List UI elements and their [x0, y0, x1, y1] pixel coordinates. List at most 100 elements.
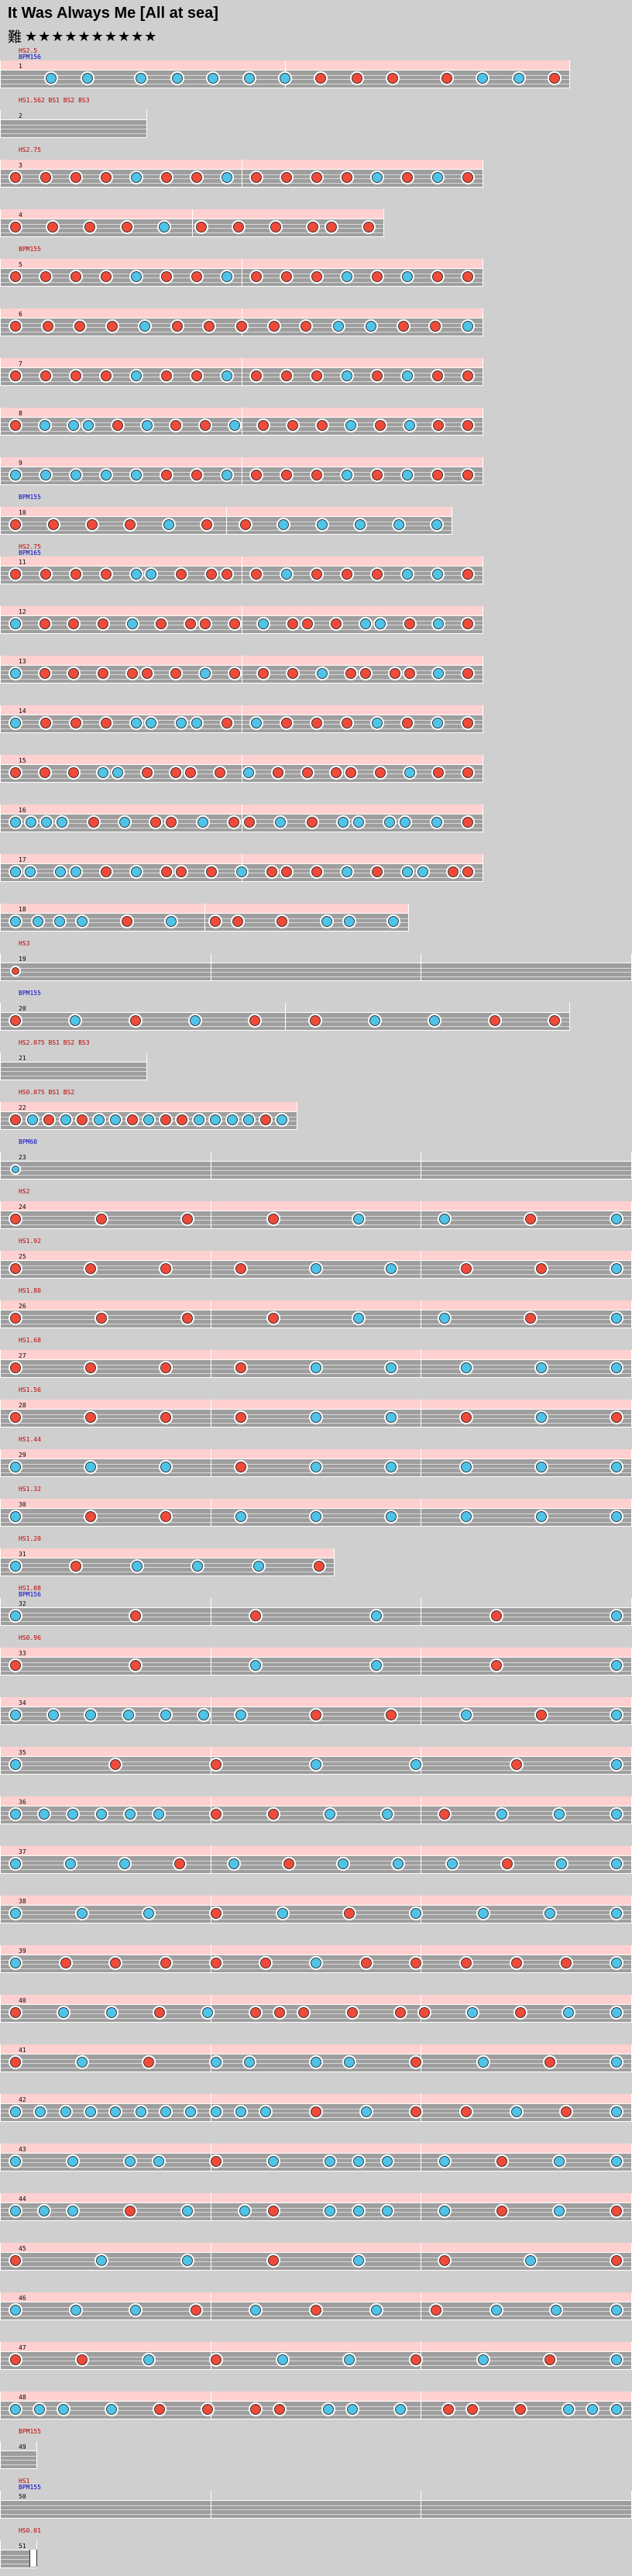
don-note	[340, 170, 355, 184]
ka-note	[402, 418, 417, 432]
bar-number: 3	[19, 162, 22, 169]
ka-note	[438, 1311, 452, 1325]
barline	[285, 1003, 286, 1031]
don-note	[306, 220, 320, 234]
track-line	[0, 1220, 632, 1221]
ka-note	[370, 716, 385, 730]
ka-note	[309, 1262, 323, 1276]
don-note	[273, 2402, 287, 2416]
don-note	[314, 418, 329, 432]
don-note	[431, 369, 445, 383]
ka-note	[352, 1212, 366, 1226]
don-note	[231, 914, 246, 928]
bar-number: 50	[19, 2493, 26, 2500]
chart-row: 15	[0, 741, 632, 790]
don-note	[129, 1609, 143, 1623]
don-note	[559, 1956, 574, 1970]
ka-note	[610, 1857, 623, 1871]
ka-note	[9, 1510, 22, 1524]
don-note	[9, 766, 22, 780]
barline	[0, 457, 1, 485]
ka-note	[384, 1262, 398, 1276]
don-note	[149, 815, 163, 829]
don-note	[94, 1311, 108, 1325]
ka-note	[610, 1807, 623, 1821]
track-line	[0, 2460, 37, 2461]
barline	[0, 1201, 1, 1229]
don-note	[123, 518, 138, 532]
don-note	[238, 518, 252, 532]
ka-note	[309, 1410, 323, 1424]
don-note	[280, 716, 294, 730]
lane-highlight	[0, 1846, 632, 1855]
don-note	[202, 319, 217, 333]
ka-note	[610, 1956, 623, 1970]
bar-number: 24	[19, 1204, 26, 1211]
don-note	[108, 1758, 123, 1772]
don-note	[495, 2154, 510, 2168]
bar-number: 7	[19, 360, 22, 367]
ka-note	[163, 914, 178, 928]
ka-note	[242, 71, 256, 85]
scroll-label: BPM156	[19, 53, 41, 60]
track-line	[0, 2162, 632, 2163]
ka-note	[81, 418, 96, 432]
ka-note	[133, 2105, 148, 2119]
ka-note	[278, 71, 292, 85]
chart-row: BPM60 23	[0, 1138, 632, 1187]
track-line	[0, 967, 632, 969]
bar-number: 22	[19, 1104, 26, 1111]
ka-note	[68, 865, 83, 879]
ka-note	[383, 815, 397, 829]
ka-note	[390, 1857, 405, 1871]
don-note	[513, 2402, 527, 2416]
ka-note	[610, 1361, 623, 1375]
don-note	[285, 418, 300, 432]
ka-note	[63, 1857, 77, 1871]
ka-note	[9, 914, 22, 928]
scroll-label: BPM155	[19, 494, 41, 501]
ka-note	[391, 518, 406, 532]
barline	[0, 1995, 1, 2023]
ka-note	[511, 71, 526, 85]
ka-note	[142, 1906, 156, 1920]
don-note	[208, 2353, 223, 2367]
don-note	[84, 1410, 98, 1424]
track-line	[0, 1914, 632, 1915]
bpm-label: HS0.01	[19, 2527, 41, 2534]
barline	[0, 1499, 1, 1527]
ka-note	[9, 2303, 22, 2317]
ka-note	[309, 2055, 323, 2069]
barline	[0, 656, 1, 684]
don-note	[198, 617, 212, 631]
don-note	[281, 1857, 296, 1871]
ka-note	[188, 1014, 202, 1028]
don-note	[125, 1113, 139, 1127]
ka-note	[68, 468, 83, 482]
don-note	[42, 1113, 56, 1127]
don-note	[489, 1658, 503, 1672]
track-line	[0, 2513, 632, 2515]
don-note	[38, 369, 53, 383]
chart-row: HS3 19	[0, 939, 632, 989]
ka-note	[174, 716, 189, 730]
barline	[146, 1052, 147, 1080]
don-note	[396, 319, 410, 333]
barline	[146, 110, 147, 138]
don-note	[212, 766, 227, 780]
ka-note	[9, 865, 22, 879]
ka-note	[445, 1857, 460, 1871]
ka-note	[384, 1460, 398, 1474]
ka-note	[30, 914, 45, 928]
don-note	[386, 71, 400, 85]
don-note	[465, 2402, 479, 2416]
don-note	[461, 766, 475, 780]
ka-note	[225, 1113, 239, 1127]
barline	[0, 854, 1, 882]
chart-row: 48	[0, 2378, 632, 2427]
don-note	[373, 418, 387, 432]
don-note	[400, 170, 415, 184]
don-note	[345, 2006, 359, 2020]
ka-note	[142, 1113, 156, 1127]
don-note	[153, 2006, 167, 2020]
